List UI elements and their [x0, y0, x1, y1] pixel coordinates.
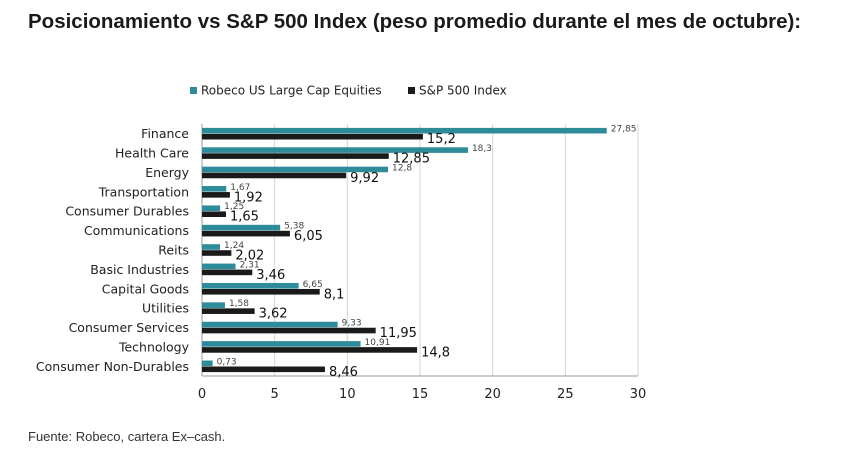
x-tick-label: 10 — [339, 387, 356, 402]
value-label-sp500: 2,02 — [235, 249, 264, 264]
value-label-robeco: 9,33 — [342, 319, 362, 329]
value-label-sp500: 1,92 — [234, 190, 263, 205]
x-axis-tick-labels: 0 5 10 15 20 25 30 — [198, 387, 646, 402]
x-tick-label: 5 — [271, 387, 279, 402]
chart-legend: Robeco US Large Cap Equities S&P 500 Inde… — [190, 84, 507, 98]
legend-label: S&P 500 Index — [419, 84, 507, 98]
x-tick-label: 15 — [412, 387, 429, 402]
x-tick-label: 20 — [484, 387, 501, 402]
bar-sp500 — [202, 308, 255, 314]
category-label: Technology — [118, 339, 190, 354]
bar-sp500 — [202, 288, 320, 295]
bar-robeco — [202, 186, 227, 192]
category-label: Reits — [158, 243, 189, 258]
bar-robeco — [202, 224, 281, 231]
category-label: Consumer Services — [69, 320, 189, 335]
value-labels: 27,8515,218,312,8512,89,921,671,921,251,… — [217, 125, 637, 380]
bar-robeco — [202, 263, 236, 270]
bar-sp500 — [202, 347, 418, 353]
value-label-sp500: 12,85 — [393, 152, 430, 167]
page-title: Posicionamiento vs S&P 500 Index (peso p… — [28, 10, 802, 33]
bar-sp500 — [202, 153, 389, 159]
legend-swatch — [408, 87, 415, 94]
value-label-sp500: 11,95 — [380, 326, 417, 341]
value-label-sp500: 9,92 — [350, 171, 379, 186]
value-label-robeco: 12,8 — [392, 163, 412, 173]
legend-swatch — [190, 87, 197, 94]
bar-sp500 — [202, 230, 290, 237]
value-label-robeco: 2,31 — [240, 260, 260, 270]
category-label: Utilities — [142, 301, 189, 316]
category-label: Transportation — [98, 184, 189, 199]
chart-bars — [202, 127, 607, 373]
category-label: Basic Industries — [90, 262, 189, 277]
bar-robeco — [202, 244, 221, 250]
bar-sp500 — [202, 133, 423, 140]
bar-sp500 — [202, 250, 232, 256]
value-label-robeco: 0,73 — [217, 357, 237, 367]
bar-robeco — [202, 166, 389, 173]
value-label-robeco: 1,58 — [229, 299, 249, 309]
source-note: Fuente: Robeco, cartera Ex–cash. — [28, 429, 226, 444]
bar-robeco — [202, 147, 468, 153]
value-label-robeco: 27,85 — [611, 125, 637, 135]
chart-gridlines — [201, 124, 639, 377]
bar-robeco — [202, 360, 213, 367]
bar-sp500 — [202, 269, 253, 276]
bar-chart: Robeco US Large Cap Equities S&P 500 Inde… — [36, 84, 646, 403]
chart-area: Robeco US Large Cap Equities S&P 500 Inde… — [0, 72, 847, 422]
bar-sp500 — [202, 366, 325, 373]
value-label-sp500: 1,65 — [230, 210, 259, 225]
category-label: Communications — [84, 223, 189, 238]
bar-sp500 — [202, 172, 347, 179]
value-label-sp500: 8,46 — [329, 365, 358, 380]
value-label-robeco: 6,65 — [303, 280, 323, 290]
bar-robeco — [202, 127, 607, 134]
bar-robeco — [202, 341, 361, 347]
value-label-robeco: 1,67 — [230, 183, 250, 193]
category-label: Consumer Durables — [65, 204, 189, 219]
bar-robeco — [202, 302, 225, 308]
bar-sp500 — [202, 192, 230, 198]
bar-sp500 — [202, 327, 376, 334]
x-tick-label: 25 — [557, 387, 574, 402]
value-label-sp500: 8,1 — [324, 287, 345, 302]
value-label-sp500: 15,2 — [427, 132, 456, 147]
value-label-robeco: 10,91 — [365, 338, 391, 348]
category-label: Capital Goods — [102, 281, 189, 296]
category-label: Health Care — [115, 146, 189, 161]
value-label-sp500: 3,62 — [259, 307, 288, 322]
value-label-robeco: 5,38 — [284, 222, 304, 232]
category-label: Energy — [145, 165, 189, 180]
value-label-robeco: 18,3 — [472, 144, 492, 154]
bar-sp500 — [202, 211, 226, 218]
category-label: Consumer Non-Durables — [36, 359, 189, 374]
value-label-sp500: 3,46 — [256, 268, 285, 283]
category-labels: Finance Health Care Energy Transportation Co… — [36, 126, 190, 374]
x-tick-label: 0 — [198, 387, 206, 402]
bar-robeco — [202, 282, 299, 289]
bar-robeco — [202, 205, 221, 212]
legend-label: Robeco US Large Cap Equities — [201, 84, 382, 98]
value-label-sp500: 14,8 — [421, 345, 450, 360]
category-label: Finance — [141, 126, 189, 141]
bar-robeco — [202, 321, 338, 328]
value-label-sp500: 6,05 — [294, 229, 323, 244]
value-label-robeco: 1,24 — [224, 241, 244, 251]
value-label-robeco: 1,25 — [224, 202, 244, 212]
x-tick-label: 30 — [630, 387, 647, 402]
